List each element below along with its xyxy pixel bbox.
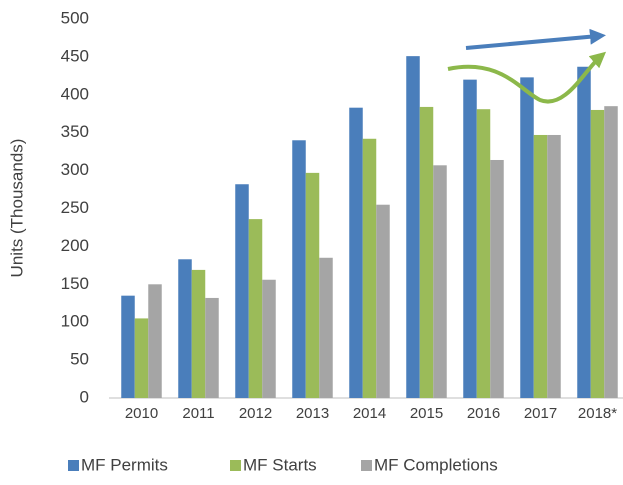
bar [262,279,276,398]
bar [292,140,306,398]
bar [604,106,618,399]
bar [235,184,249,398]
bar [590,109,605,399]
y-tick-label: 50 [70,350,89,369]
bar [319,257,333,398]
bar [121,295,135,398]
bar [463,79,477,398]
legend-swatch [361,460,372,471]
y-tick-label: 400 [61,84,89,103]
legend-label: MF Starts [243,455,317,474]
y-tick-label: 350 [61,122,89,141]
x-tick-label: 2014 [353,405,386,422]
x-tick-label: 2013 [296,405,329,422]
bar [376,204,390,398]
legend-label: MF Completions [374,455,498,474]
bar [520,77,534,398]
x-tick-label: 2015 [410,405,443,422]
x-tick-label: 2016 [467,405,500,422]
x-tick-label: 2012 [239,405,272,422]
bar [419,106,434,398]
x-tick-label: 2018* [578,405,617,422]
y-tick-label: 100 [61,312,89,331]
x-tick-label: 2017 [524,405,557,422]
y-tick-label: 0 [80,387,89,406]
bar [433,165,447,398]
y-tick-label: 250 [61,198,89,217]
y-tick-label: 150 [61,274,89,293]
y-tick-label: 300 [61,160,89,179]
bar [547,134,561,398]
legend-swatch [68,460,79,471]
bar [577,66,591,398]
bar [205,297,219,398]
y-tick-label: 200 [61,236,89,255]
bar [349,107,363,398]
bar [134,318,149,398]
trend-arrow [465,28,606,50]
bar [305,172,320,398]
y-axis-label: Units (Thousands) [7,139,26,278]
bar [476,109,491,399]
trend-arrow [447,51,607,104]
bar [490,159,504,398]
bar [248,219,263,398]
y-tick-label: 450 [61,46,89,65]
bar [191,269,206,398]
bar [148,284,162,398]
x-tick-label: 2010 [125,405,158,422]
bar [406,56,420,398]
bar [178,259,192,398]
bar [533,134,548,398]
legend-label: MF Permits [81,455,168,474]
x-tick-label: 2011 [182,405,214,422]
legend-swatch [230,460,241,471]
y-tick-label: 500 [61,8,89,27]
bar [362,138,377,399]
